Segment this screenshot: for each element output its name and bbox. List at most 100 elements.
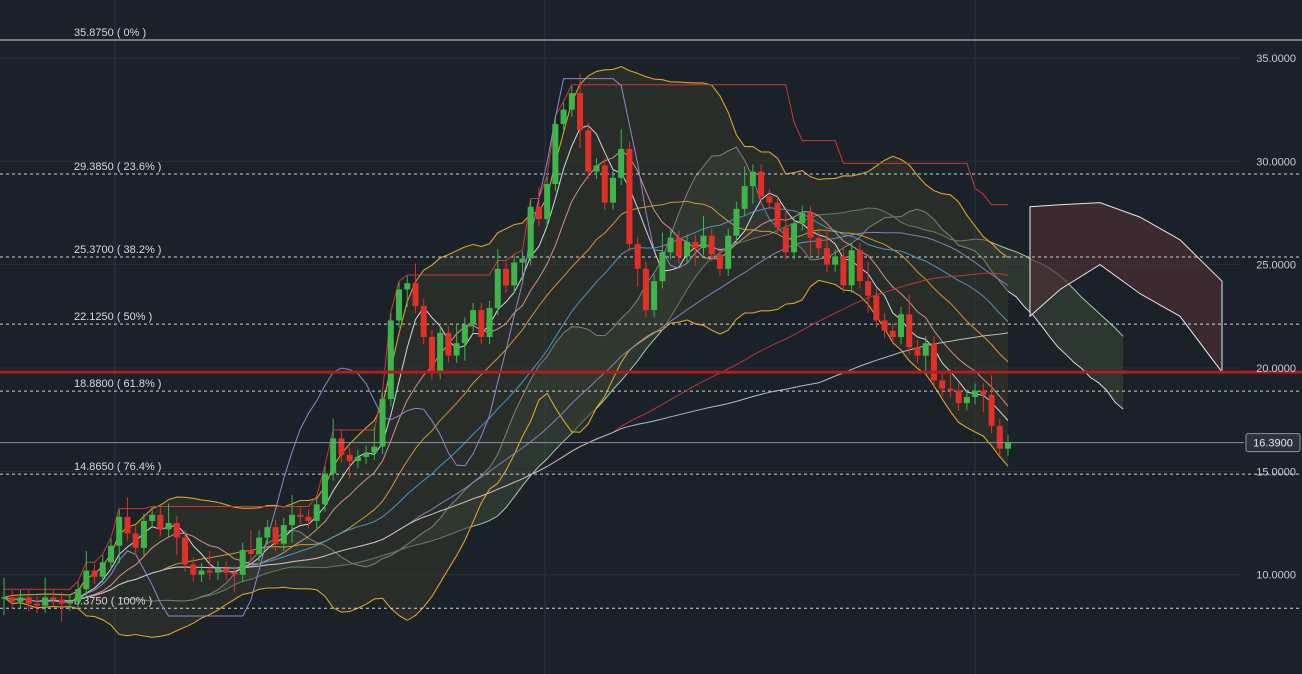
candle-body (535, 206, 542, 220)
candle-body (190, 564, 197, 575)
overlays: 16.3900 (0, 370, 1302, 453)
candle-body (749, 171, 756, 187)
candle-body (708, 235, 715, 255)
candle-body (165, 523, 172, 530)
candle-body (873, 295, 880, 321)
y-tick-label: 20.0000 (1256, 363, 1296, 375)
y-tick-label: 10.0000 (1256, 570, 1296, 582)
candle-body (420, 305, 427, 337)
candle-body (972, 390, 979, 397)
candle-body (75, 589, 82, 602)
resistance-step-line (4, 84, 1008, 590)
candle-body (321, 473, 328, 505)
last-price-tag (1245, 433, 1301, 453)
candle-body (42, 597, 49, 606)
candle-body (363, 452, 370, 457)
candle-body (955, 390, 962, 404)
candle-body (716, 254, 723, 269)
candle-body (963, 396, 970, 404)
candle-body (601, 165, 608, 203)
candle-body (922, 343, 929, 356)
candle-body (91, 570, 98, 577)
candle-body (297, 514, 304, 517)
candle-body (807, 212, 814, 238)
fib-label: 29.3850 ( 23.6% ) (74, 161, 161, 173)
candle-body (527, 206, 534, 259)
candle-body (593, 165, 600, 172)
candle-body (396, 289, 403, 321)
y-tick-label: 15.0000 (1256, 466, 1296, 478)
candle-body (198, 570, 205, 575)
candle-body (568, 93, 575, 110)
candle-body (305, 516, 312, 521)
candle-body (404, 283, 411, 290)
candle-body (83, 570, 90, 590)
candle-body (889, 330, 896, 337)
candle-body (33, 603, 40, 606)
fib-label: 14.8650 ( 76.4% ) (74, 461, 161, 473)
candle-body (9, 597, 16, 602)
candle-body (239, 549, 246, 575)
candle-body (865, 281, 872, 296)
candles (1, 73, 1011, 622)
candle-body (848, 250, 855, 286)
candle-body (206, 570, 213, 573)
candle-body (544, 184, 551, 220)
candle-body (58, 599, 65, 604)
candle-body (741, 186, 748, 209)
candle-body (247, 549, 254, 555)
candle-body (371, 446, 378, 453)
candle-body (149, 514, 156, 521)
y-tick-label: 25.0000 (1256, 260, 1296, 272)
candle-body (684, 241, 691, 257)
candle-body (173, 523, 180, 538)
candle-body (560, 109, 567, 125)
candle-body (470, 310, 477, 325)
bollinger-upper (3, 66, 1009, 598)
candle-body (346, 454, 353, 462)
candle-body (124, 516, 131, 534)
candle-body (700, 235, 707, 249)
candle-body (519, 258, 526, 263)
candle-body (99, 562, 106, 577)
y-tick-label: 35.0000 (1256, 53, 1296, 65)
candle-body (157, 514, 164, 530)
fib-label: 35.8750 ( 0% ) (74, 27, 146, 39)
y-tick-label: 30.0000 (1256, 156, 1296, 168)
fib-label: 25.3700 ( 38.2% ) (74, 244, 161, 256)
candle-body (799, 212, 806, 224)
candle-body (272, 527, 279, 544)
oscillator-line (3, 78, 737, 617)
candle-body (642, 268, 649, 311)
price-axis: 35.0000 30.0000 25.0000 20.0000 15.0000 10.00… (1256, 53, 1296, 674)
candle-body (832, 256, 839, 265)
candle-body (428, 336, 435, 373)
candle-body (354, 456, 361, 462)
candle-body (437, 332, 444, 373)
candle-body (930, 343, 937, 381)
indicator-line (3, 332, 1009, 602)
candle-body (223, 568, 230, 573)
candle-body (996, 425, 1003, 449)
candle-body (256, 537, 263, 555)
candle-body (412, 283, 419, 306)
candle-body (618, 148, 625, 178)
candle-body (609, 177, 616, 203)
candle-body (445, 332, 452, 356)
candle-body (494, 268, 501, 309)
candle-body (791, 223, 798, 253)
candle-body (66, 601, 73, 604)
candle-body (289, 514, 296, 526)
candle-body (651, 281, 658, 311)
fib-label: 8.3750 ( 100% ) (74, 595, 152, 607)
candle-body (379, 399, 386, 447)
fib-label: 22.1250 ( 50% ) (74, 311, 152, 323)
candle-body (1, 597, 7, 599)
candle-body (453, 343, 460, 356)
indicator-lines (3, 78, 1009, 617)
candle-body (313, 504, 320, 521)
candle-body (815, 237, 822, 249)
indicator-line (3, 150, 1009, 602)
candle-body (782, 227, 789, 253)
